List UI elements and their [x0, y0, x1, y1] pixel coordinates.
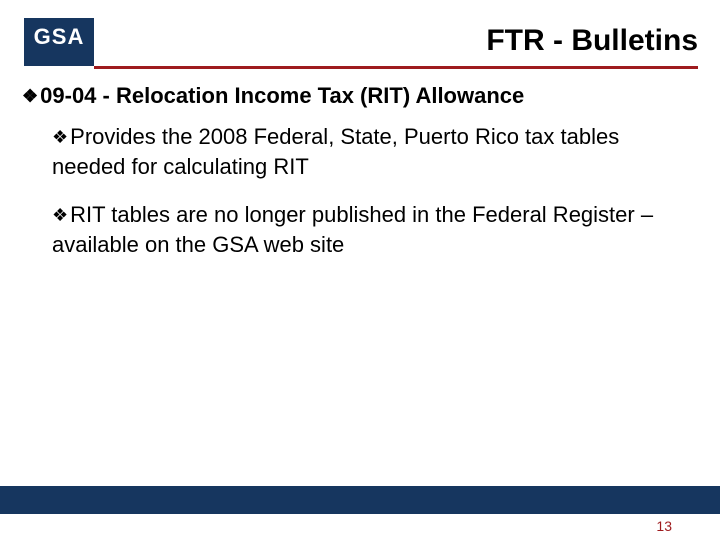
- page-title: FTR - Bulletins: [486, 24, 698, 58]
- main-bullet: ❖09-04 - Relocation Income Tax (RIT) All…: [22, 82, 698, 111]
- diamond-bullet-icon: ❖: [52, 125, 68, 149]
- footer-bar: [0, 486, 720, 514]
- gsa-logo-text: GSA: [34, 24, 85, 50]
- sub-bullet: ❖RIT tables are no longer published in t…: [52, 200, 692, 259]
- diamond-bullet-icon: ❖: [22, 85, 38, 108]
- page-number: 13: [656, 518, 672, 534]
- diamond-bullet-icon: ❖: [52, 203, 68, 227]
- main-bullet-text: 09-04 - Relocation Income Tax (RIT) Allo…: [40, 83, 524, 108]
- sub-bullet: ❖Provides the 2008 Federal, State, Puert…: [52, 122, 692, 181]
- sub-bullet-text: Provides the 2008 Federal, State, Puerto…: [52, 124, 619, 179]
- gsa-logo: GSA: [24, 18, 94, 66]
- sub-bullet-text: RIT tables are no longer published in th…: [52, 202, 653, 257]
- title-underline: [94, 66, 698, 69]
- header: GSA FTR - Bulletins: [0, 18, 720, 66]
